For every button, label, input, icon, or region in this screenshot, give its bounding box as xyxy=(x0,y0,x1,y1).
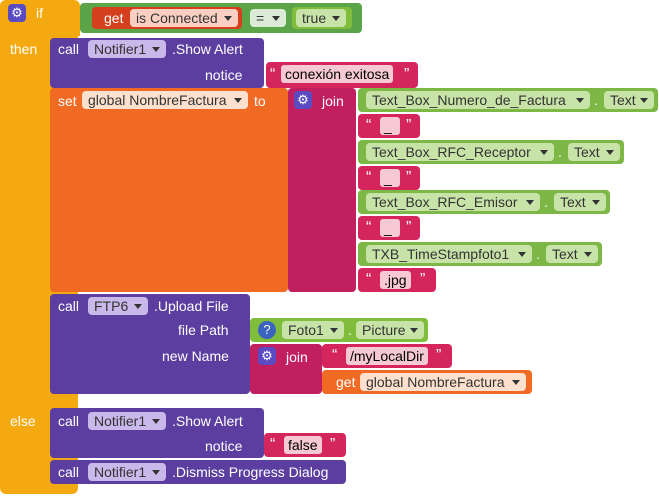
to-label: to xyxy=(254,93,266,109)
notifier-dropdown[interactable]: Notifier1 xyxy=(88,412,166,430)
dot-label: . xyxy=(558,144,562,160)
method-label: .Show Alert xyxy=(172,41,243,57)
dir-text[interactable]: /myLocalDir xyxy=(346,347,428,365)
method-label: .Show Alert xyxy=(172,413,243,429)
quote-open: “ xyxy=(366,219,372,236)
variable-dropdown[interactable]: global NombreFactura xyxy=(82,91,248,109)
dot-label: . xyxy=(594,92,598,108)
property-dropdown[interactable]: Text xyxy=(546,245,598,263)
notice-label: notice xyxy=(205,67,243,83)
dot-label: . xyxy=(536,246,540,262)
else-label: else xyxy=(10,413,36,429)
quote-close: ” xyxy=(406,169,412,186)
notice-text[interactable]: false xyxy=(284,436,322,454)
quote-close: ” xyxy=(406,117,412,134)
dot-label: . xyxy=(348,322,352,338)
join-label: join xyxy=(286,349,308,365)
join-block[interactable] xyxy=(288,88,356,292)
property-dropdown[interactable]: Text xyxy=(568,143,620,161)
component-dropdown[interactable]: TXB_TimeStampfoto1 xyxy=(366,245,532,263)
separator-text[interactable]: _ xyxy=(380,169,400,187)
quote-open: “ xyxy=(332,347,338,364)
property-dropdown[interactable]: Text xyxy=(554,193,606,211)
dot-label: . xyxy=(544,194,548,210)
quote-open: “ xyxy=(366,117,372,134)
quote-close: ” xyxy=(406,219,412,236)
set-label: set xyxy=(58,93,77,109)
is-connected-dropdown[interactable]: is Connected xyxy=(130,9,238,27)
component-dropdown[interactable]: Text_Box_RFC_Emisor xyxy=(366,193,540,211)
call-label: call xyxy=(58,298,80,314)
notifier-dropdown[interactable]: Notifier1 xyxy=(88,40,166,58)
operator-dropdown[interactable]: = xyxy=(250,9,286,27)
new-name-label: new Name xyxy=(162,348,229,364)
notice-label: notice xyxy=(205,438,243,454)
separator-text[interactable]: _ xyxy=(380,219,400,237)
then-label: then xyxy=(10,41,38,57)
if-label: if xyxy=(36,5,43,21)
file-path-label: file Path xyxy=(178,322,229,338)
gear-icon[interactable]: ⚙ xyxy=(258,347,276,365)
call-label: call xyxy=(58,464,80,480)
quote-close: ” xyxy=(436,347,442,364)
quote-open: “ xyxy=(270,436,276,453)
get-label: get xyxy=(104,10,124,26)
call-label: call xyxy=(58,41,80,57)
property-dropdown[interactable]: Text xyxy=(604,91,654,109)
picture-dropdown[interactable]: Picture xyxy=(356,321,424,339)
gear-icon[interactable]: ⚙ xyxy=(294,91,312,109)
quote-close: ” xyxy=(420,271,426,288)
component-dropdown[interactable]: Text_Box_Numero_de_Factura xyxy=(366,91,590,109)
component-dropdown[interactable]: Text_Box_RFC_Receptor xyxy=(366,143,554,161)
quote-close: ” xyxy=(330,436,336,453)
get-label: get xyxy=(336,374,356,390)
true-dropdown[interactable]: true xyxy=(296,9,346,27)
extension-text[interactable]: .jpg xyxy=(380,271,411,289)
upload-file-block[interactable] xyxy=(50,294,250,394)
method-label: .Dismiss Progress Dialog xyxy=(172,464,329,480)
foto-dropdown[interactable]: Foto1 xyxy=(282,321,344,339)
separator-text[interactable]: _ xyxy=(380,117,400,135)
help-icon[interactable]: ? xyxy=(258,321,276,339)
quote-open: “ xyxy=(366,271,372,288)
notice-text[interactable]: conexión exitosa xyxy=(281,65,394,83)
call-label: call xyxy=(58,413,80,429)
ftp-dropdown[interactable]: FTP6 xyxy=(88,297,148,315)
quote-open: “ xyxy=(270,66,276,83)
gear-icon[interactable]: ⚙ xyxy=(8,4,26,22)
notifier-dropdown[interactable]: Notifier1 xyxy=(88,463,166,481)
quote-open: “ xyxy=(366,169,372,186)
set-variable-block[interactable] xyxy=(50,88,288,292)
quote-close: ” xyxy=(404,66,410,83)
join-label: join xyxy=(322,93,344,109)
method-label: .Upload File xyxy=(154,298,229,314)
variable-dropdown[interactable]: global NombreFactura xyxy=(360,373,526,391)
